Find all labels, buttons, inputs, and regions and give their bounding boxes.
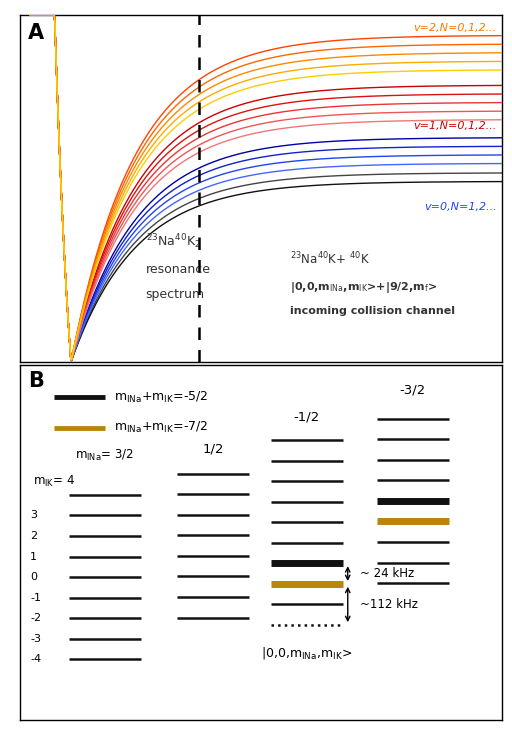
- Text: B: B: [28, 371, 44, 391]
- Text: m$_{\rm INa}$+m$_{\rm IK}$=-5/2: m$_{\rm INa}$+m$_{\rm IK}$=-5/2: [114, 390, 208, 405]
- Text: 0: 0: [30, 572, 37, 582]
- Text: 3: 3: [30, 510, 37, 520]
- Text: -1: -1: [30, 593, 41, 603]
- Text: 2: 2: [30, 531, 37, 541]
- Text: v=1,N=0,1,2...: v=1,N=0,1,2...: [414, 121, 497, 131]
- Text: 1/2: 1/2: [202, 442, 224, 455]
- Text: incoming collision channel: incoming collision channel: [290, 306, 455, 317]
- Text: -3: -3: [30, 634, 41, 644]
- Text: m$_{\rm INa}$= 3/2: m$_{\rm INa}$= 3/2: [75, 448, 134, 463]
- Text: ~ 24 kHz: ~ 24 kHz: [360, 567, 414, 580]
- Text: 1: 1: [30, 552, 37, 561]
- Text: $^{23}$Na$^{40}$K$_2$: $^{23}$Na$^{40}$K$_2$: [145, 232, 201, 251]
- Text: v=0,N=1,2...: v=0,N=1,2...: [424, 202, 497, 212]
- Text: -1/2: -1/2: [294, 410, 320, 423]
- Text: |0,0,m$_{\rm INa}$,m$_{\rm IK}$>: |0,0,m$_{\rm INa}$,m$_{\rm IK}$>: [261, 645, 352, 661]
- Text: -2: -2: [30, 613, 41, 624]
- Text: $^{23}$Na$^{40}$K+ $^{40}$K: $^{23}$Na$^{40}$K+ $^{40}$K: [290, 251, 370, 268]
- Text: m$_{\rm IK}$= 4: m$_{\rm IK}$= 4: [33, 474, 75, 489]
- Text: resonance: resonance: [145, 263, 210, 276]
- Text: A: A: [28, 23, 44, 43]
- Text: -4: -4: [30, 654, 41, 664]
- Text: |0,0,m$_{\rm INa}$,m$_{\rm IK}$>+|9/2,m$_{\rm f}$>: |0,0,m$_{\rm INa}$,m$_{\rm IK}$>+|9/2,m$…: [290, 280, 437, 295]
- Text: spectrum: spectrum: [145, 287, 205, 300]
- Text: m$_{\rm INa}$+m$_{\rm IK}$=-7/2: m$_{\rm INa}$+m$_{\rm IK}$=-7/2: [114, 420, 208, 435]
- Text: ~112 kHz: ~112 kHz: [360, 598, 418, 611]
- Text: v=2,N=0,1,2...: v=2,N=0,1,2...: [414, 23, 497, 34]
- Text: -3/2: -3/2: [399, 384, 426, 397]
